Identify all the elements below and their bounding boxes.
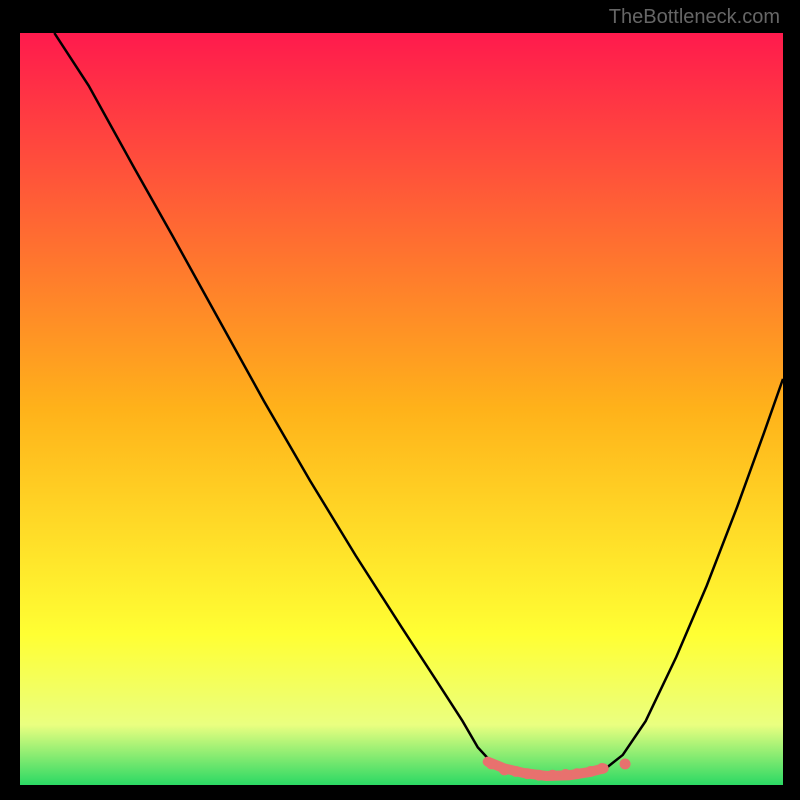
marker-dot — [499, 765, 510, 776]
marker-dot — [486, 759, 497, 770]
marker-dot — [533, 770, 544, 781]
watermark-text: TheBottleneck.com — [609, 6, 780, 29]
marker-dot — [510, 766, 521, 777]
bottleneck-curve — [54, 33, 783, 776]
curve-svg — [20, 33, 783, 785]
marker-dot — [620, 759, 631, 770]
marker-dot — [560, 769, 571, 780]
marker-dot — [522, 768, 533, 779]
marker-dot — [585, 766, 596, 777]
marker-dot — [547, 770, 558, 781]
marker-dot — [597, 763, 608, 774]
marker-dot — [571, 768, 582, 779]
bottleneck-chart — [20, 33, 783, 785]
